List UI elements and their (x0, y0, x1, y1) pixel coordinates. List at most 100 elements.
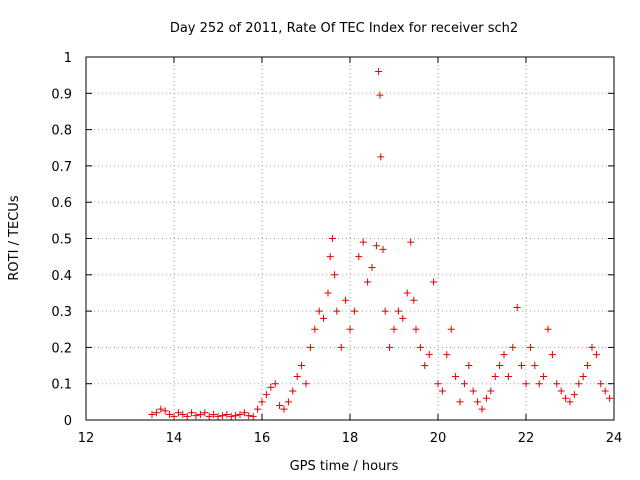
data-point (355, 253, 363, 261)
y-tick-label: 1 (64, 51, 72, 66)
x-tick-label: 12 (78, 431, 95, 446)
data-point (196, 411, 204, 419)
data-point (509, 343, 517, 351)
x-axis-label: GPS time / hours (290, 459, 399, 474)
data-point (262, 391, 270, 399)
data-point (276, 401, 284, 409)
data-point (218, 412, 226, 420)
data-point (399, 314, 407, 322)
x-tick-label: 22 (518, 431, 535, 446)
data-point (157, 405, 165, 413)
data-point (452, 372, 460, 380)
data-point (500, 351, 508, 359)
data-point (394, 307, 402, 315)
data-point (416, 343, 424, 351)
data-point (214, 412, 222, 420)
data-point (170, 412, 178, 420)
y-tick-label: 0.9 (51, 87, 72, 102)
grid-lines (86, 57, 614, 420)
data-point (540, 372, 548, 380)
data-point (210, 411, 218, 419)
data-point (504, 372, 512, 380)
data-point (201, 409, 209, 417)
data-point (350, 307, 358, 315)
data-point (293, 372, 301, 380)
data-point (372, 242, 380, 250)
chart-title: Day 252 of 2011, Rate Of TEC Index for r… (170, 21, 518, 36)
data-point (249, 412, 257, 420)
data-point (421, 362, 429, 370)
data-point (152, 409, 160, 417)
data-point (148, 411, 156, 419)
y-tick-label: 0.2 (51, 341, 72, 356)
x-tick-label: 24 (606, 431, 623, 446)
data-point (412, 325, 420, 333)
data-point (562, 394, 570, 402)
data-point (245, 412, 253, 420)
data-point (359, 238, 367, 246)
data-point (597, 380, 605, 388)
x-tick-label: 16 (254, 431, 271, 446)
data-point (430, 278, 438, 286)
data-point (425, 351, 433, 359)
y-tick-label: 0 (64, 414, 72, 429)
data-point (474, 398, 482, 406)
data-point (443, 351, 451, 359)
data-point (179, 411, 187, 419)
data-point (606, 394, 614, 402)
data-point (566, 398, 574, 406)
data-point (553, 380, 561, 388)
data-point (465, 362, 473, 370)
data-point (584, 362, 592, 370)
data-point (205, 412, 213, 420)
data-point (518, 362, 526, 370)
data-point (456, 398, 464, 406)
data-point (183, 412, 191, 420)
data-point (258, 398, 266, 406)
data-point (306, 343, 314, 351)
data-point (407, 238, 415, 246)
data-point (324, 289, 332, 297)
data-point (223, 411, 231, 419)
y-tick-label: 0.8 (51, 124, 72, 139)
y-axis-label: ROTI / TECUs (7, 195, 22, 280)
data-point (192, 412, 200, 420)
y-tick-label: 0.7 (51, 160, 72, 175)
data-point (410, 296, 418, 304)
data-point (535, 380, 543, 388)
y-tick-label: 0.6 (51, 196, 72, 211)
data-point (161, 407, 169, 415)
data-point (311, 325, 319, 333)
data-point (331, 271, 339, 279)
data-point (544, 325, 552, 333)
data-point (284, 398, 292, 406)
data-point (240, 409, 248, 417)
data-point (227, 412, 235, 420)
data-point (548, 351, 556, 359)
data-point (482, 394, 490, 402)
data-point (298, 362, 306, 370)
data-point (280, 405, 288, 413)
data-point (364, 278, 372, 286)
data-point (342, 296, 350, 304)
data-point (188, 409, 196, 417)
data-point (447, 325, 455, 333)
data-point (302, 380, 310, 388)
data-point (513, 303, 521, 311)
data-point (337, 343, 345, 351)
data-point (333, 307, 341, 315)
data-point (434, 380, 442, 388)
data-point (588, 343, 596, 351)
tick-labels: 12 14 16 18 20 22 24 0 0.1 0.2 0.3 0.4 0.5 0.6 0.7 0.8 0… (51, 51, 622, 446)
x-tick-label: 14 (166, 431, 183, 446)
data-point (326, 253, 334, 261)
y-tick-label: 0.1 (51, 378, 72, 393)
data-point (570, 391, 578, 399)
y-tick-label: 0.5 (51, 233, 72, 248)
data-point (166, 411, 174, 419)
data-point (328, 235, 336, 242)
data-point (320, 314, 328, 322)
y-tick-label: 0.3 (51, 305, 72, 320)
data-point (232, 412, 240, 420)
